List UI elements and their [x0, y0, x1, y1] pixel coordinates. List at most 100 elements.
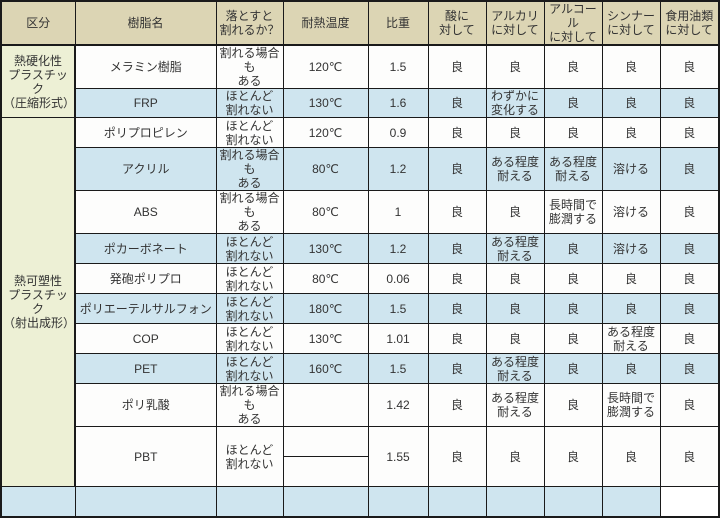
specific-gravity-cell — [282, 486, 369, 517]
specific-gravity-cell: 1.55 — [367, 426, 429, 487]
alkali-cell: 良 — [485, 293, 545, 324]
heat-temp-cell — [215, 486, 284, 517]
resin-name-cell: FRP — [74, 88, 217, 118]
specific-gravity-cell: 1.6 — [367, 88, 429, 118]
thinner-cell: 良 — [601, 293, 661, 324]
drop-break-cell: 割れる場合も ある — [215, 383, 284, 427]
specific-gravity-cell: 1.2 — [367, 147, 429, 191]
alcohol-cell: 長時間で 膨潤する — [543, 190, 603, 234]
alkali-cell: わずかに 変化する — [485, 88, 545, 118]
col-header-drop-break: 落とすと 割れるか？ — [215, 0, 284, 46]
acid-cell: 良 — [427, 233, 487, 264]
specific-gravity-cell: 0.06 — [367, 263, 429, 294]
alkali-cell: ある程度 耐える — [485, 383, 545, 427]
acid-cell: 良 — [427, 190, 487, 234]
acid-cell: 良 — [427, 426, 487, 487]
resin-name-cell: ポリエーテルサルフォン — [74, 293, 217, 324]
thinner-cell: 溶ける — [601, 147, 661, 191]
table-row: アクリル 割れる場合も ある 80℃ 1.2 良 ある程度 耐える ある程度 耐… — [1, 147, 720, 191]
drop-break-cell: ほとんど 割れない — [215, 323, 284, 354]
specific-gravity-cell: 1 — [367, 190, 429, 234]
thinner-cell: 良 — [601, 263, 661, 294]
alkali-cell: 良 — [485, 190, 545, 234]
drop-break-cell: ほとんど 割れない — [215, 117, 284, 148]
table-row — [0, 486, 719, 517]
alkali-cell: ある程度 耐える — [485, 353, 545, 384]
resin-name-cell — [0, 486, 76, 517]
edible-oil-cell: 良 — [659, 88, 720, 118]
table-row: ポカーボネート ほとんど 割れない 130℃ 1.2 良 ある程度 耐える 良 … — [1, 233, 720, 264]
alcohol-cell: 良 — [543, 263, 603, 294]
thinner-cell: 良 — [601, 44, 661, 89]
heat-temp-cell: 80℃ — [282, 147, 369, 191]
acid-cell: 良 — [427, 44, 487, 89]
alkali-cell: ある程度 耐える — [485, 233, 545, 264]
heat-temp-cell: 160℃ — [282, 353, 369, 384]
heat-temp-cell-lower — [282, 456, 369, 487]
specific-gravity-cell: 1.42 — [367, 383, 429, 427]
heat-temp-cell: 120℃ — [282, 44, 369, 89]
acid-cell: 良 — [427, 117, 487, 148]
table-row: ポリエーテルサルフォン ほとんど 割れない 180℃ 1.5 良 良 良 良 良 — [1, 293, 720, 324]
thinner-cell: 溶ける — [601, 233, 661, 264]
alcohol-cell: 良 — [543, 353, 603, 384]
specific-gravity-cell: 0.9 — [367, 117, 429, 148]
acid-cell: 良 — [427, 147, 487, 191]
table-row: ABS 割れる場合も ある 80℃ 1 良 良 長時間で 膨潤する 溶ける 良 — [1, 190, 720, 234]
heat-temp-cell: 130℃ — [282, 323, 369, 354]
resin-name-cell: 発砲ポリプロ — [74, 263, 217, 294]
acid-cell: 良 — [427, 263, 487, 294]
col-header-specific-gravity: 比重 — [367, 0, 429, 46]
col-header-edible-oil: 食用油類 に対して — [659, 0, 720, 46]
col-header-alcohol: アルコール に対して — [543, 0, 603, 46]
thinner-cell: ある程度 耐える — [601, 323, 661, 354]
acid-cell: 良 — [427, 353, 487, 384]
edible-oil-cell: 良 — [659, 233, 720, 264]
alcohol-cell: 良 — [543, 88, 603, 118]
alkali-cell — [427, 486, 487, 517]
col-header-heat-temp: 耐熱温度 — [282, 0, 369, 46]
resin-name-cell: ABS — [74, 190, 217, 234]
edible-oil-cell — [601, 486, 661, 517]
resin-name-cell: ポリ乳酸 — [74, 383, 217, 427]
drop-break-cell: 割れる場合も ある — [215, 190, 284, 234]
specific-gravity-cell: 1.01 — [367, 323, 429, 354]
edible-oil-cell: 良 — [659, 44, 720, 89]
header-row: 区分 樹脂名 落とすと 割れるか？ 耐熱温度 比重 酸に 対して アルカリ に対… — [0, 0, 720, 46]
alcohol-cell: 良 — [543, 323, 603, 354]
edible-oil-cell: 良 — [659, 323, 720, 354]
edible-oil-cell: 良 — [659, 426, 720, 487]
table-row: 発砲ポリプロ ほとんど 割れない 80℃ 0.06 良 良 良 良 良 — [1, 263, 720, 294]
category-cell: 熱可塑性 プラスチック （射出成形） — [0, 117, 76, 487]
edible-oil-cell: 良 — [659, 190, 720, 234]
thinner-cell: 良 — [601, 88, 661, 118]
specific-gravity-cell: 1.5 — [367, 44, 429, 89]
table-row: 熱硬化性 プラスチック （圧縮形式） メラミン樹脂 割れる場合も ある 120℃… — [0, 44, 720, 118]
heat-temp-cell: 80℃ — [282, 190, 369, 234]
alcohol-cell — [485, 486, 545, 517]
alkali-cell: ある程度 耐える — [485, 147, 545, 191]
col-header-resin-name: 樹脂名 — [74, 0, 217, 46]
thinner-cell: 良 — [601, 117, 661, 148]
category-cell: 熱硬化性 プラスチック （圧縮形式） — [0, 44, 76, 118]
col-header-category: 区分 — [0, 0, 76, 46]
drop-break-cell: ほとんど 割れない — [215, 233, 284, 264]
resin-name-cell: アクリル — [74, 147, 217, 191]
specific-gravity-cell: 1.5 — [367, 353, 429, 384]
edible-oil-cell: 良 — [659, 293, 720, 324]
resin-name-cell: PET — [74, 353, 217, 384]
alkali-cell: 良 — [485, 263, 545, 294]
alkali-cell: 良 — [485, 44, 545, 89]
alcohol-cell: 良 — [543, 383, 603, 427]
heat-temp-cell: 120℃ — [282, 117, 369, 148]
table-row: PET ほとんど 割れない 160℃ 1.5 良 ある程度 耐える 良 良 良 — [1, 353, 720, 384]
specific-gravity-cell: 1.2 — [367, 233, 429, 264]
thinner-cell: 良 — [601, 353, 661, 384]
acid-cell — [367, 486, 429, 517]
thinner-cell: 溶ける — [601, 190, 661, 234]
col-header-thinner: シンナー に対して — [601, 0, 661, 46]
table-row: COP ほとんど 割れない 130℃ 1.01 良 良 良 ある程度 耐える 良 — [1, 323, 720, 354]
alcohol-cell: 良 — [543, 426, 603, 487]
alcohol-cell: ある程度 耐える — [543, 147, 603, 191]
